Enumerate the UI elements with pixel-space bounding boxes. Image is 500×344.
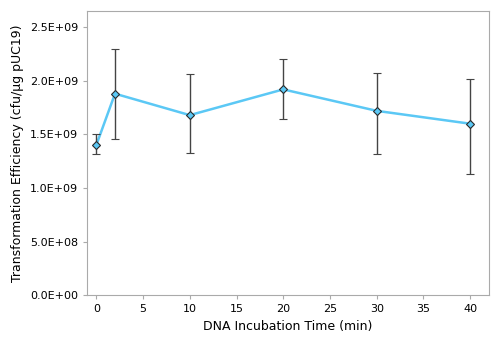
Y-axis label: Transformation Efficiency (cfu/μg pUC19): Transformation Efficiency (cfu/μg pUC19): [11, 24, 24, 282]
X-axis label: DNA Incubation Time (min): DNA Incubation Time (min): [203, 320, 372, 333]
